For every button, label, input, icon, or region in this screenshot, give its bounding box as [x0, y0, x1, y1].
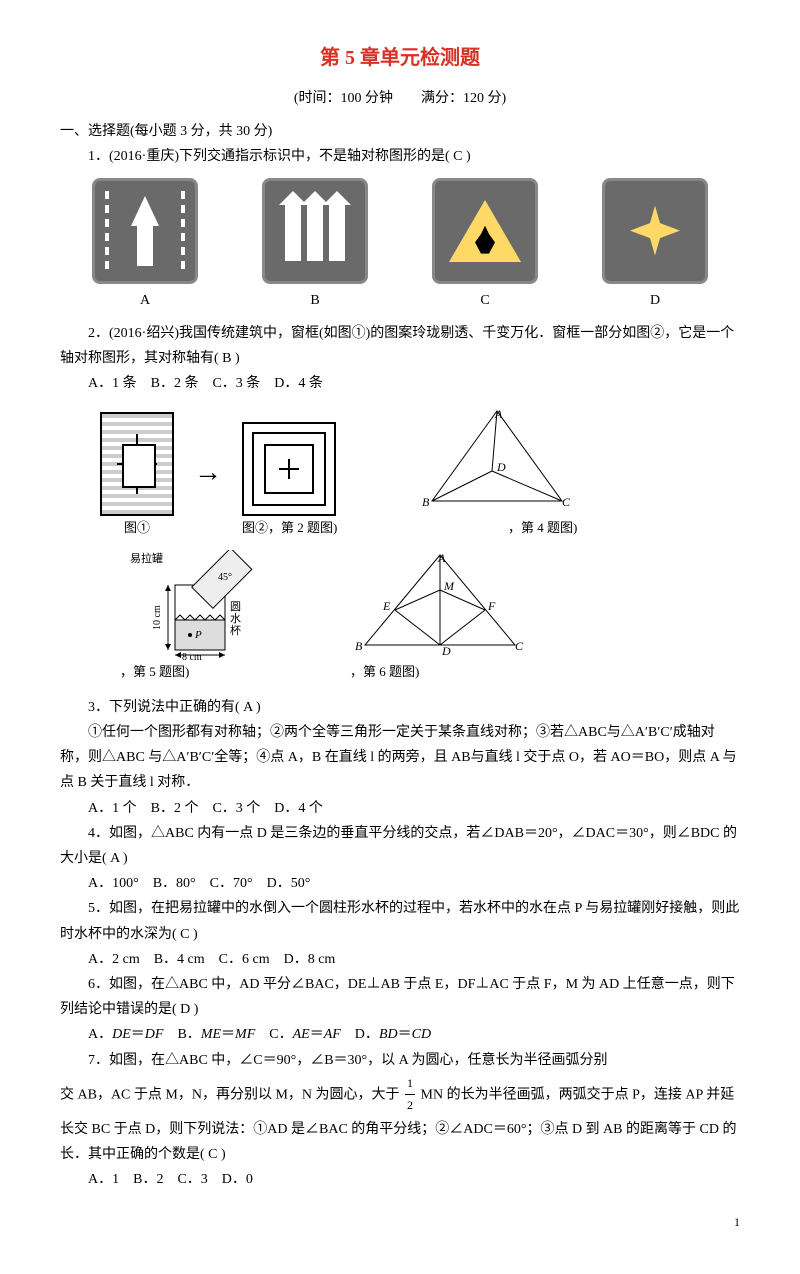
svg-text:圆: 圆 [230, 600, 241, 613]
lanes-icon [285, 191, 345, 271]
q6-text: 6．如图，在△ABC 中，AD 平分∠BAC，DE⊥AB 于点 E，DF⊥AC … [60, 972, 740, 1022]
cap-q6: ，第 6 题图) [350, 664, 419, 679]
cap-window1: 图① [100, 516, 174, 539]
window2-col: 图②，第 2 题图) [242, 422, 337, 539]
svg-text:C: C [515, 639, 524, 653]
sign-b [262, 178, 368, 284]
sign-a [92, 178, 198, 284]
svg-text:A: A [437, 551, 446, 565]
svg-text:C: C [562, 495, 571, 509]
q1-figure-row: A B C D [60, 178, 740, 313]
sign-b-col: B [262, 178, 368, 313]
window1-col: 图① [100, 412, 174, 539]
arrow-right-icon: → [194, 448, 222, 498]
q4-text: 4．如图，△ABC 内有一点 D 是三条边的垂直平分线的交点，若∠DAB＝20°… [60, 821, 740, 871]
svg-text:F: F [487, 599, 496, 613]
q7-text2: 交 AB，AC 于点 M，N，再分别以 M，N 为圆心，大于 1 2 MN 的长… [60, 1073, 740, 1168]
can-cup-icon: P 45° 10 cm 8 cm 易拉罐 圆 水 杯 [120, 550, 290, 660]
q3-body: ①任何一个图形都有对称轴；②两个全等三角形一定关于某条直线对称；③若△ABC与△… [60, 720, 740, 796]
q7-text1: 7．如图，在△ABC 中，∠C＝90°，∠B＝30°，以 A 为圆心，任意长为半… [60, 1048, 740, 1073]
dash-right [181, 191, 185, 271]
svg-text:D: D [496, 460, 506, 474]
svg-text:A: A [494, 407, 503, 421]
svg-text:10 cm: 10 cm [152, 605, 163, 630]
sign-c-col: C [432, 178, 538, 313]
svg-text:水: 水 [230, 612, 241, 625]
dash-left [105, 191, 109, 271]
svg-text:杯: 杯 [230, 623, 241, 637]
label-a: A [140, 288, 150, 313]
svg-text:E: E [382, 599, 391, 613]
sign-c [432, 178, 538, 284]
triangle-q6-icon: A B C D E F M [350, 550, 530, 660]
star-icon [630, 206, 680, 256]
subtitle: (时间：100 分钟 满分：120 分) [60, 86, 740, 111]
svg-text:D: D [441, 644, 451, 658]
sign-a-col: A [92, 178, 198, 313]
page-number: 1 [60, 1212, 740, 1234]
svg-text:易拉罐: 易拉罐 [130, 551, 163, 565]
svg-text:8 cm: 8 cm [182, 652, 202, 660]
q6-figure: A B C D E F M ，第 6 题图) [350, 550, 530, 685]
svg-text:B: B [422, 495, 430, 509]
svg-text:M: M [443, 579, 455, 593]
cap-window2: 图②，第 2 题图) [242, 516, 337, 539]
label-c: C [480, 288, 489, 313]
window2-icon [242, 422, 336, 516]
sign-d-col: D [602, 178, 708, 313]
q1-text: 1．(2016·重庆)下列交通指示标识中，不是轴对称图形的是( C ) [60, 144, 740, 169]
q2-text: 2．(2016·绍兴)我国传统建筑中，窗框(如图①)的图案玲珑剔透、千变万化．窗… [60, 321, 740, 371]
triangle-q4-icon: A B C D [417, 406, 577, 516]
q4-opts: A．100° B．80° C．70° D．50° [60, 871, 740, 896]
q5-opts: A．2 cm B．4 cm C．6 cm D．8 cm [60, 947, 740, 972]
svg-text:45°: 45° [218, 572, 232, 583]
page-title: 第 5 章单元检测题 [60, 40, 740, 76]
q5-figure: P 45° 10 cm 8 cm 易拉罐 圆 水 杯 ，第 5 题图) [120, 550, 290, 685]
q6-opts: A．DE＝DF B．ME＝MF C．AE＝AF D．BD＝CD [60, 1022, 740, 1047]
label-b: B [310, 288, 319, 313]
cap-q4: ，第 4 题图) [417, 516, 577, 539]
arrow-icon [131, 196, 159, 266]
q2-opts: A．1 条 B．2 条 C．3 条 D．4 条 [60, 371, 740, 396]
fraction-icon: 1 2 [405, 1073, 415, 1117]
q4-figure: A B C D ，第 4 题图) [417, 406, 577, 539]
fig-row-2: P 45° 10 cm 8 cm 易拉罐 圆 水 杯 ，第 5 题图) A B [120, 550, 740, 685]
q3-opts: A．1 个 B．2 个 C．3 个 D．4 个 [60, 796, 740, 821]
label-d: D [650, 288, 660, 313]
cap-q5: ，第 5 题图) [120, 664, 189, 679]
sign-d [602, 178, 708, 284]
pedestrian-icon [449, 200, 521, 262]
window1-icon [100, 412, 174, 516]
q3-text: 3．下列说法中正确的有( A ) [60, 695, 740, 720]
q7-opts: A．1 B．2 C．3 D．0 [60, 1167, 740, 1192]
svg-text:B: B [355, 639, 363, 653]
svg-text:P: P [194, 629, 202, 641]
section-heading: 一、选择题(每小题 3 分，共 30 分) [60, 119, 740, 144]
q5-text: 5．如图，在把易拉罐中的水倒入一个圆柱形水杯的过程中，若水杯中的水在点 P 与易… [60, 896, 740, 946]
fig-row-1: 图① → 图②，第 2 题图) A B C D ，第 4 题图) [100, 406, 740, 539]
